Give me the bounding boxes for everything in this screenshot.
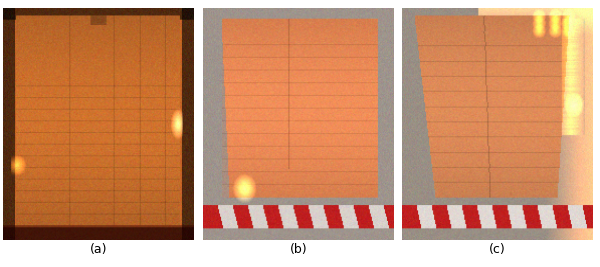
Text: (b): (b) <box>289 243 307 256</box>
Text: (c): (c) <box>489 243 506 256</box>
Text: (a): (a) <box>89 243 107 256</box>
